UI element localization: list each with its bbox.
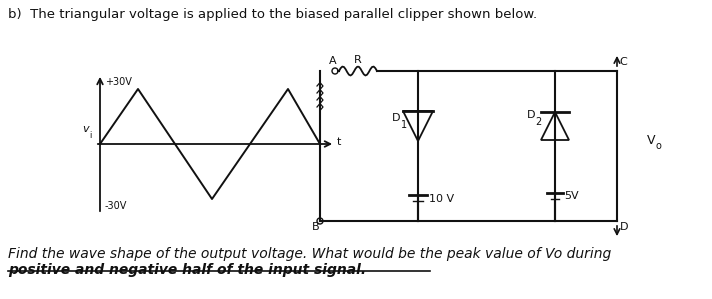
Text: C: C — [619, 57, 627, 67]
Text: o: o — [656, 141, 662, 151]
Text: D: D — [392, 113, 400, 123]
Text: V: V — [647, 135, 656, 147]
Text: b)  The triangular voltage is applied to the biased parallel clipper shown below: b) The triangular voltage is applied to … — [8, 8, 537, 21]
Text: Find the wave shape of the output voltage. What would be the peak value of Vo du: Find the wave shape of the output voltag… — [8, 247, 611, 261]
Text: 10 V: 10 V — [429, 194, 454, 204]
Text: B: B — [312, 222, 320, 232]
Text: 1: 1 — [401, 120, 407, 130]
Text: A: A — [329, 56, 337, 66]
Text: v: v — [82, 124, 88, 134]
Text: 2: 2 — [535, 117, 541, 127]
Text: +30V: +30V — [105, 77, 132, 87]
Text: D: D — [620, 222, 629, 232]
Text: positive and negative half of the input signal.: positive and negative half of the input … — [8, 263, 366, 277]
Text: t: t — [337, 137, 341, 147]
Text: R: R — [354, 55, 362, 65]
Text: i: i — [89, 131, 91, 140]
Text: D: D — [527, 110, 535, 120]
Text: 5V: 5V — [564, 191, 579, 201]
Text: -30V: -30V — [105, 201, 127, 211]
